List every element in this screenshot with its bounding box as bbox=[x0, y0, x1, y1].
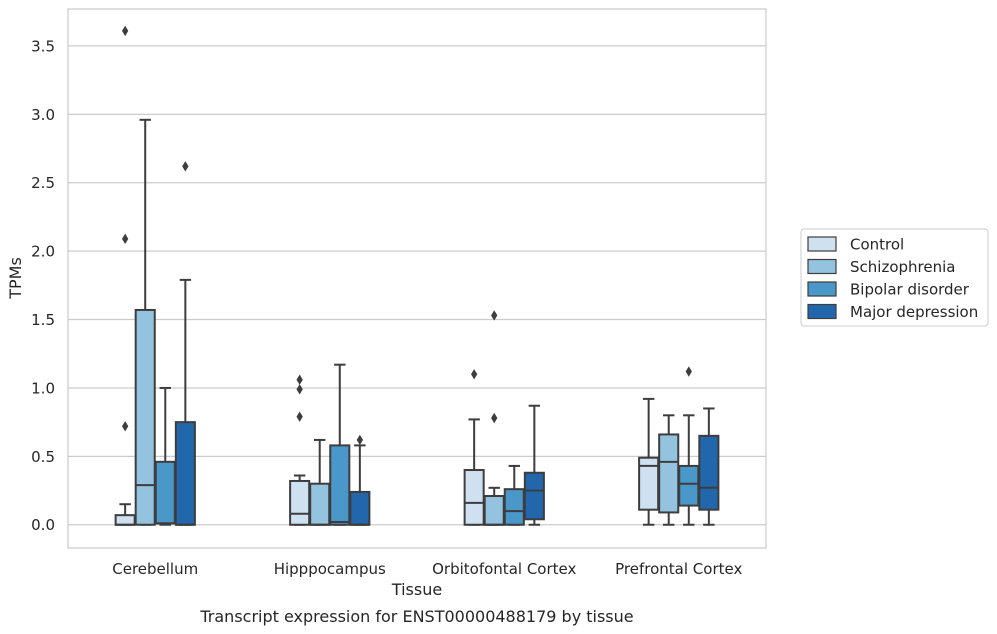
box-hipppocampus bbox=[309, 438, 331, 526]
box-iqr bbox=[349, 490, 371, 526]
y-tick-label: 1.0 bbox=[31, 379, 55, 397]
box-prefrontal-cortex bbox=[698, 407, 720, 526]
y-axis-label: TPMs bbox=[6, 257, 25, 300]
box-iqr bbox=[174, 421, 196, 526]
box-orbitofontal-cortex bbox=[483, 310, 505, 526]
x-tick-label: Hipppocampus bbox=[274, 560, 386, 578]
outlier-point bbox=[121, 421, 129, 432]
y-tick-label: 2.5 bbox=[31, 174, 55, 192]
box-orbitofontal-cortex bbox=[523, 404, 545, 526]
legend-label: Bipolar disorder bbox=[850, 281, 970, 299]
legend-label: Schizophrenia bbox=[850, 258, 955, 276]
box-iqr bbox=[154, 460, 176, 525]
legend-frame bbox=[800, 228, 989, 327]
box-iqr bbox=[503, 488, 525, 526]
y-tick-label: 2.0 bbox=[31, 243, 55, 261]
box-iqr bbox=[678, 464, 700, 507]
box-iqr bbox=[309, 482, 331, 526]
outlier-point bbox=[470, 369, 478, 380]
x-tick-label: Prefrontal Cortex bbox=[615, 560, 742, 578]
y-tick-label: 3.5 bbox=[31, 37, 55, 55]
series-schizophrenia bbox=[134, 118, 680, 526]
figure-caption: Transcript expression for ENST0000048817… bbox=[199, 607, 633, 626]
outlier-point bbox=[491, 412, 498, 424]
box-hipppocampus bbox=[329, 363, 351, 526]
box-iqr bbox=[289, 479, 311, 526]
y-tick-label: 3.0 bbox=[31, 106, 55, 124]
legend-swatch bbox=[807, 303, 837, 320]
legend-swatch bbox=[807, 281, 837, 297]
box-cerebellum bbox=[134, 118, 156, 526]
box-cerebellum bbox=[114, 25, 136, 526]
box-cerebellum bbox=[154, 386, 176, 526]
outlier-point bbox=[121, 25, 129, 37]
legend-swatch bbox=[807, 236, 837, 252]
y-tick-labels: 0.0 0.5 1.0 1.5 2.0 2.5 3.0 3.5 bbox=[31, 37, 55, 534]
outlier-point bbox=[182, 161, 189, 172]
series-major-depression bbox=[174, 161, 720, 526]
y-tick-label: 0.0 bbox=[31, 516, 55, 534]
box-iqr bbox=[523, 471, 545, 521]
series-control bbox=[114, 25, 660, 526]
x-tick-label: Orbitofontal Cortex bbox=[432, 560, 576, 578]
outlier-point bbox=[491, 310, 498, 321]
box-prefrontal-cortex bbox=[678, 366, 700, 526]
box-prefrontal-cortex bbox=[638, 397, 660, 526]
legend-label: Major depression bbox=[850, 303, 978, 321]
y-tick-label: 1.5 bbox=[31, 311, 55, 329]
box-prefrontal-cortex bbox=[658, 414, 680, 526]
box-iqr bbox=[698, 434, 720, 511]
box-cerebellum bbox=[174, 161, 196, 526]
outlier-point bbox=[356, 434, 364, 446]
box-iqr bbox=[463, 469, 485, 526]
box-iqr bbox=[114, 514, 136, 526]
box-iqr bbox=[329, 444, 351, 526]
box-iqr bbox=[638, 456, 660, 511]
box-iqr bbox=[483, 495, 505, 526]
x-tick-labels: Cerebellum Hipppocampus Orbitofontal Corte… bbox=[112, 560, 742, 578]
outlier-point bbox=[296, 384, 303, 395]
legend: Control Schizophrenia Bipolar disorder Majo… bbox=[800, 228, 989, 327]
x-tick-label: Cerebellum bbox=[112, 560, 198, 578]
legend-label: Control bbox=[850, 236, 904, 254]
box-iqr bbox=[134, 308, 156, 526]
outlier-point bbox=[296, 374, 303, 385]
box-hipppocampus bbox=[349, 434, 371, 526]
box-hipppocampus bbox=[289, 374, 311, 526]
box-iqr bbox=[658, 433, 680, 514]
box-orbitofontal-cortex bbox=[503, 464, 525, 526]
box-series-group bbox=[114, 25, 720, 526]
y-tick-label: 0.5 bbox=[31, 448, 55, 466]
outlier-point bbox=[121, 233, 129, 245]
legend-swatch bbox=[807, 258, 837, 275]
axes-frame bbox=[67, 8, 767, 549]
outlier-point bbox=[685, 366, 692, 377]
series-bipolar-disorder bbox=[154, 363, 700, 526]
outlier-point bbox=[296, 411, 303, 422]
x-axis-label: Tissue bbox=[391, 580, 442, 599]
box-orbitofontal-cortex bbox=[463, 369, 485, 526]
